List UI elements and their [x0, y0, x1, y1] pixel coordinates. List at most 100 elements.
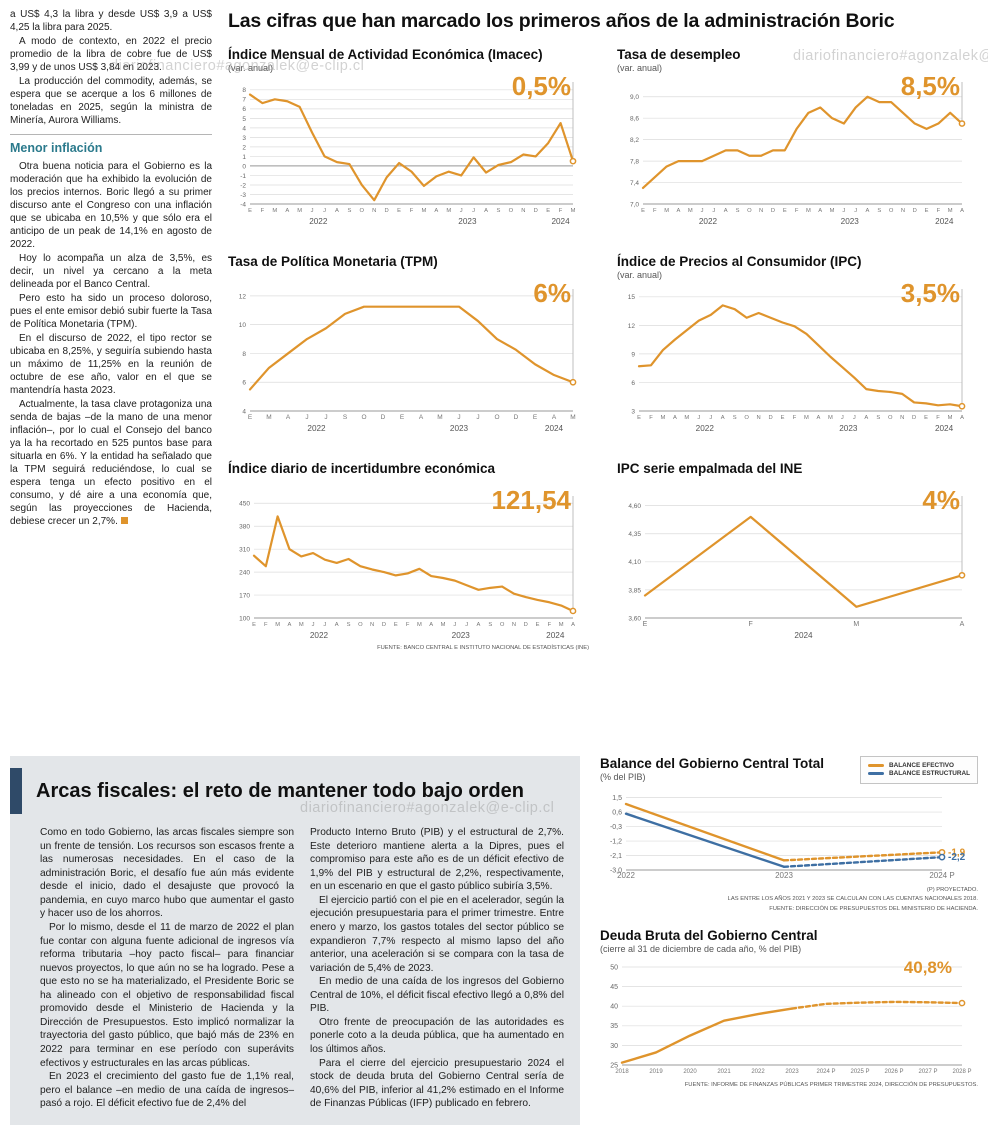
chart-title: Índice diario de incertidumbre económica [228, 461, 496, 476]
svg-text:J: J [453, 622, 456, 628]
svg-text:12: 12 [239, 293, 247, 300]
svg-text:O: O [500, 622, 505, 628]
svg-text:F: F [749, 621, 753, 628]
svg-text:-1,9: -1,9 [948, 847, 966, 858]
svg-text:M: M [688, 208, 693, 214]
svg-text:6: 6 [242, 380, 246, 387]
svg-text:4: 4 [242, 408, 246, 415]
imacec-chart: Índice Mensual de Actividad Económica (I… [228, 47, 589, 230]
svg-text:S: S [733, 415, 737, 421]
svg-text:F: F [406, 622, 410, 628]
svg-text:M: M [830, 208, 835, 214]
svg-text:7,8: 7,8 [630, 158, 639, 165]
svg-text:D: D [514, 414, 519, 421]
svg-text:45: 45 [610, 984, 618, 991]
svg-text:E: E [643, 621, 648, 628]
fiscal-paragraph: Otro frente de preocupación de las autor… [310, 1016, 564, 1055]
chart-source-note: FUENTE: INFORME DE FINANZAS PÚBLICAS PRI… [684, 1081, 978, 1088]
svg-text:D: D [913, 208, 917, 214]
svg-text:3: 3 [242, 135, 246, 142]
svg-text:E: E [536, 622, 540, 628]
svg-text:S: S [347, 208, 351, 214]
svg-text:M: M [661, 415, 666, 421]
svg-text:2022: 2022 [617, 871, 635, 880]
svg-text:2023: 2023 [785, 1069, 799, 1075]
chart-subtitle: (cierre al 31 de diciembre de cada año, … [600, 943, 802, 954]
svg-text:0: 0 [242, 163, 246, 170]
svg-text:J: J [712, 208, 715, 214]
svg-text:E: E [641, 208, 645, 214]
fiscal-paragraph: En 2023 el crecimiento del gasto fue de … [40, 1071, 294, 1110]
svg-text:N: N [757, 415, 761, 421]
svg-text:O: O [361, 414, 366, 421]
svg-text:40: 40 [610, 1003, 618, 1010]
svg-text:2022: 2022 [751, 1069, 765, 1075]
article-paragraph: A modo de contexto, en 2022 el precio pr… [10, 36, 212, 73]
svg-text:2023: 2023 [458, 217, 477, 226]
svg-text:E: E [783, 208, 787, 214]
chart-callout-value: 40,8% [903, 957, 952, 977]
svg-text:A: A [419, 414, 424, 421]
top-section: a US$ 4,3 la libra y desde US$ 3,9 a US$… [10, 9, 978, 651]
svg-text:A: A [673, 415, 677, 421]
svg-text:N: N [372, 208, 376, 214]
svg-text:J: J [323, 208, 326, 214]
svg-text:J: J [305, 414, 308, 421]
svg-text:M: M [853, 621, 859, 628]
svg-text:2023: 2023 [452, 631, 471, 640]
svg-text:O: O [747, 208, 752, 214]
svg-text:E: E [533, 414, 538, 421]
chart-title: Tasa de desempleo [617, 47, 741, 62]
svg-text:D: D [912, 415, 916, 421]
svg-text:S: S [876, 415, 880, 421]
fiscal-section-title: Arcas fiscales: el reto de mantener todo… [36, 779, 524, 802]
svg-text:S: S [877, 208, 881, 214]
svg-text:F: F [548, 622, 552, 628]
svg-text:J: J [701, 208, 704, 214]
gross-debt-chart: Deuda Bruta del Gobierno Central (cierre… [600, 928, 978, 1090]
article-paragraph: Otra buena noticia para el Gobierno es l… [10, 161, 212, 251]
svg-text:240: 240 [239, 570, 250, 577]
svg-text:35: 35 [610, 1023, 618, 1030]
svg-text:2018: 2018 [615, 1069, 629, 1075]
svg-text:2024 P: 2024 P [929, 871, 954, 880]
svg-text:2022: 2022 [309, 217, 328, 226]
svg-text:J: J [697, 415, 700, 421]
svg-text:4,60: 4,60 [628, 503, 641, 510]
gross-debt-plot: 40,8% 50 45 40 35 30 25 2018 2019 2020 2021 2022 20… [600, 957, 978, 1081]
svg-text:-1,2: -1,2 [610, 838, 622, 845]
svg-text:J: J [854, 208, 857, 214]
svg-text:O: O [509, 208, 514, 214]
svg-text:J: J [460, 208, 463, 214]
ipc-chart: Índice de Precios al Consumidor (IPC) (v… [617, 254, 978, 437]
svg-text:2024: 2024 [935, 424, 954, 433]
svg-text:N: N [900, 415, 904, 421]
svg-text:J: J [324, 414, 327, 421]
svg-text:M: M [806, 208, 811, 214]
svg-text:D: D [381, 414, 386, 421]
fiscal-balance-plot: 1,5 0,6 -0,3 -1,2 -2,1 -3,0 2022 2023 2024 P -1,9… [600, 786, 978, 886]
svg-text:7,4: 7,4 [630, 180, 639, 187]
svg-text:J: J [311, 208, 314, 214]
svg-text:F: F [936, 415, 940, 421]
imacec-plot: 0,5% 8 7 6 5 4 3 2 1 0 -1 -2 -3 -4 E F M A M J J A S O N D E F M A M J… [228, 73, 589, 230]
chart-callout-value: 121,54 [491, 485, 571, 515]
svg-text:O: O [889, 208, 894, 214]
svg-text:3: 3 [631, 408, 635, 415]
svg-text:10: 10 [239, 322, 247, 329]
svg-text:-3,0: -3,0 [610, 867, 622, 874]
svg-text:A: A [285, 208, 289, 214]
svg-text:30: 30 [610, 1043, 618, 1050]
svg-text:S: S [343, 414, 348, 421]
legend-label: BALANCE EFECTIVO [889, 761, 955, 769]
fiscal-paragraph: Producto Interno Bruto (PIB) y el estruc… [310, 827, 564, 893]
svg-text:M: M [664, 208, 669, 214]
article-subhead: Menor inflación [10, 134, 212, 156]
svg-text:2022: 2022 [310, 631, 329, 640]
svg-text:2024: 2024 [794, 631, 813, 640]
svg-text:M: M [422, 208, 427, 214]
svg-text:M: M [446, 208, 451, 214]
chart-source-note: FUENTE: BANCO CENTRAL E INSTITUTO NACION… [377, 645, 589, 651]
chart-source-note: FUENTE: DIRECCIÓN DE PRESUPUESTOS DEL MI… [769, 905, 978, 912]
